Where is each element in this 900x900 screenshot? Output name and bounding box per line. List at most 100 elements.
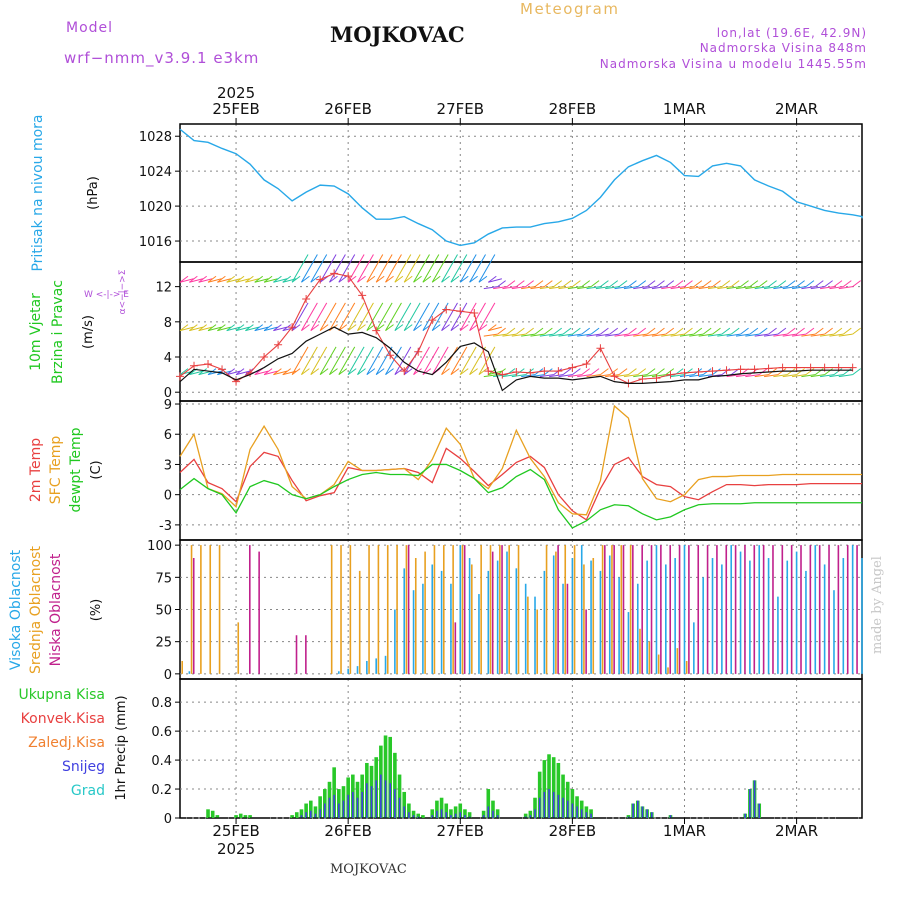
wind-barb-flag: [684, 280, 693, 288]
wind-barb-flag: [814, 280, 824, 288]
wind-barb-flag: [235, 275, 245, 283]
wind-barb: [577, 286, 592, 290]
wind-barb-flag: [712, 368, 721, 376]
wind-barb-flag: [478, 275, 488, 283]
wind-barb: [745, 286, 760, 290]
wind-barb-flag: [814, 368, 824, 376]
precip-bar: [561, 774, 565, 818]
coords-label: lon,lat (19.6E, 42.9N): [716, 26, 867, 40]
wind-barb: [577, 374, 592, 378]
wind-barb-flag: [478, 368, 488, 376]
wind-compass: W <-|-> E: [84, 290, 129, 300]
wind-barb: [558, 286, 573, 290]
ytick-label-wind: 8: [164, 316, 172, 331]
wind-barb: [642, 374, 657, 378]
precip-bar: [393, 752, 397, 818]
wind-barb: [801, 374, 816, 378]
wind-barb: [394, 302, 412, 331]
wind-barb-flag: [702, 280, 712, 288]
wind-barb: [586, 374, 601, 378]
wind-barb: [375, 346, 393, 375]
precip-bar: [206, 809, 210, 818]
wind-barb-flag: [506, 280, 516, 288]
snow-bar: [744, 813, 747, 818]
ytick-label-wind: 4: [164, 351, 172, 366]
wind-barb: [595, 286, 610, 290]
wind-barb-flag: [310, 275, 320, 283]
station-title: MOJKOVAC: [330, 22, 465, 47]
wind-barb: [301, 346, 318, 375]
wind-barb: [782, 286, 797, 290]
wind-barb-flag: [310, 368, 320, 376]
date-label-top: 27FEB: [437, 100, 484, 118]
snow-bar: [529, 815, 532, 818]
wind-barb-flag: [572, 280, 581, 288]
wind-barb: [413, 346, 430, 375]
wind-barb: [502, 333, 517, 337]
ytick-label-temperature: 9: [164, 398, 172, 413]
wind-barb-flag: [824, 327, 833, 335]
wind-barb-flag: [422, 368, 432, 376]
pressure-axis-title: Pritisak na nivou mora: [30, 114, 46, 271]
gust-marker: [358, 291, 367, 300]
wind-barb: [273, 278, 288, 283]
wind-barb-flag: [245, 275, 254, 283]
wind-barb-flag: [843, 327, 852, 335]
wind-barb-flag: [385, 324, 394, 332]
snow-bar: [375, 780, 377, 818]
gust-marker: [652, 374, 661, 383]
wind-barb: [707, 374, 722, 378]
precip-bar: [210, 810, 215, 818]
mid-cloud-title: Srednja Oblacnost: [28, 546, 44, 674]
wind-barb-flag: [749, 280, 759, 288]
precip-axis-title: 1hr Precip (mm): [114, 695, 129, 800]
wind-barb: [198, 326, 213, 332]
wind-barb: [745, 374, 760, 378]
snow-bar: [366, 783, 368, 818]
model-run: wrf−nmm_v3.9.1 e3km: [64, 49, 260, 67]
wind-barb: [539, 333, 554, 337]
wind-barb: [521, 286, 536, 290]
wind-barb: [707, 333, 722, 337]
wind-barb-flag: [609, 327, 619, 335]
wind-barb-flag: [693, 327, 703, 335]
wind-barb: [291, 346, 309, 375]
ytick-label-precipitation: 0.6: [151, 725, 172, 740]
wind-barb: [310, 346, 328, 375]
ytick-label-wind: 0: [164, 386, 172, 401]
wind-barb: [310, 302, 328, 331]
snow-bar: [459, 812, 462, 818]
snow-bar: [314, 813, 317, 818]
precip-legend-2: Zaledj.Kisa: [28, 735, 105, 751]
wind-speed-line: [179, 326, 853, 392]
wind-barb-flag: [403, 275, 413, 283]
wind-barb-flag: [516, 327, 525, 335]
wind-barb: [488, 326, 502, 332]
wind-barb-flag: [609, 368, 619, 376]
snow-bar: [524, 816, 527, 818]
precip-bar: [537, 771, 542, 818]
wind-barb: [792, 374, 807, 378]
snow-bar: [394, 789, 396, 818]
wind-barb: [838, 286, 853, 290]
wind-barb: [549, 333, 564, 337]
wind-barb-flag: [544, 280, 553, 288]
precip-bar: [547, 754, 551, 818]
snow-bar: [548, 789, 550, 818]
wind-barb: [829, 333, 844, 337]
wind-barb-flag: [254, 368, 264, 376]
wind-barb: [651, 286, 666, 290]
wind-title-2: Brzina i Pravac: [50, 280, 66, 384]
wind-barb: [441, 302, 458, 331]
wind-barb: [792, 333, 807, 337]
wind-barb: [385, 346, 402, 375]
precip-bar: [411, 810, 416, 818]
date-label-top: 28FEB: [549, 100, 596, 118]
wind-barb-flag: [628, 368, 637, 376]
wind-barb-flag: [777, 280, 787, 288]
wind-barb-flag: [777, 327, 787, 335]
wind-barb: [623, 333, 638, 337]
wind-barb-flag: [450, 368, 460, 376]
wind-barb: [431, 346, 449, 375]
wind-barb: [763, 286, 778, 290]
